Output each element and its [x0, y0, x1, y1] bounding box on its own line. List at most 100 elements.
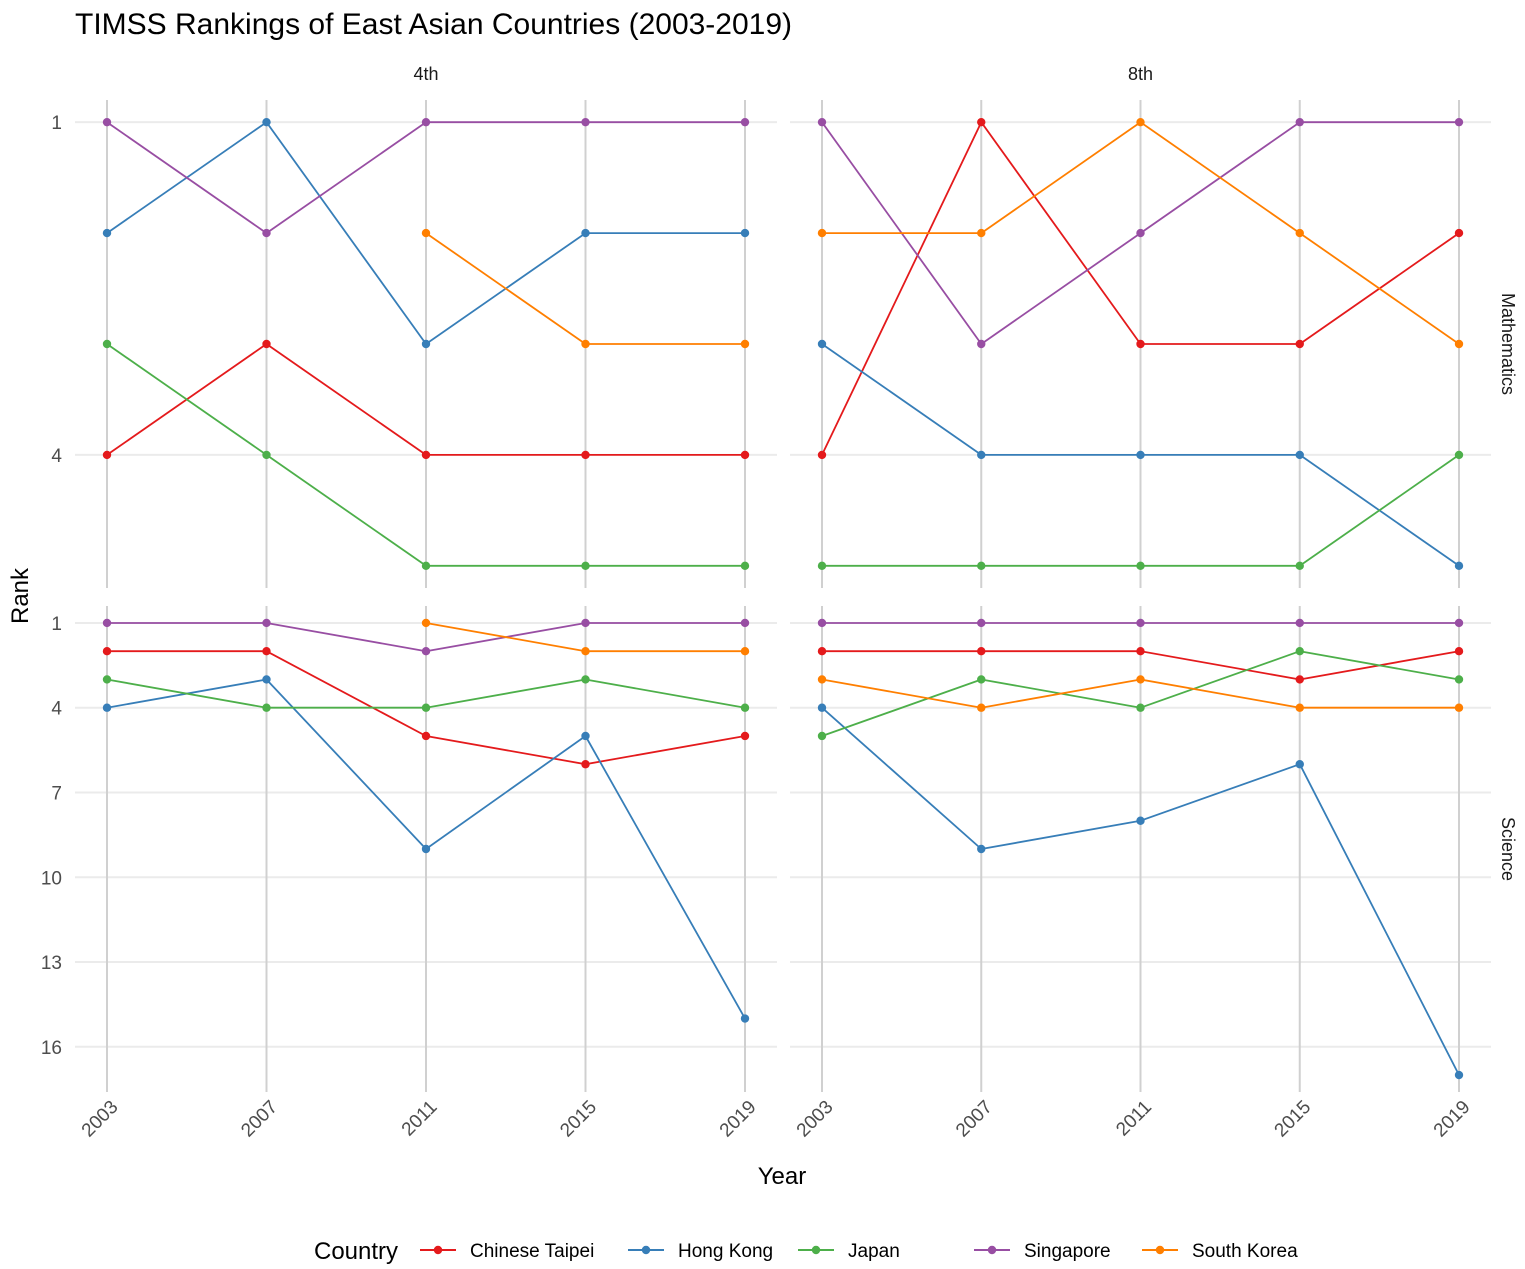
legend-item: Singapore [974, 1241, 1111, 1262]
strip-label-8th: 8th [1128, 64, 1153, 84]
strip-label-mathematics: Mathematics [1498, 293, 1518, 395]
data-point [1136, 339, 1145, 349]
series-group-4th-mathematics [102, 117, 750, 571]
data-point [1295, 339, 1304, 349]
data-point [977, 228, 986, 238]
x-tick-label: 2003 [78, 1097, 123, 1142]
data-point [740, 731, 750, 741]
data-point [740, 703, 750, 712]
data-point [1454, 675, 1464, 684]
data-point [817, 647, 827, 656]
x-tick-label: 2011 [398, 1097, 442, 1141]
data-point [977, 450, 986, 460]
data-point [1454, 618, 1464, 628]
facet-panels: 4th 8th Mathematics Science 1 4 1 4 7 10 13 16 2003 2… [41, 64, 1518, 1141]
strip-label-science: Science [1498, 817, 1518, 881]
data-point [581, 228, 590, 238]
legend-label: Singapore [1024, 1241, 1111, 1262]
data-point [581, 647, 590, 656]
data-point [817, 703, 827, 712]
data-point [1295, 647, 1304, 656]
data-point [262, 450, 271, 460]
x-tick-label: 2007 [952, 1097, 997, 1142]
data-point [421, 618, 431, 628]
data-point [740, 450, 750, 460]
data-point [581, 339, 590, 349]
legend-key-point [641, 1245, 651, 1255]
data-point [421, 731, 431, 741]
data-point [1136, 117, 1145, 127]
data-point [262, 703, 271, 712]
data-point [102, 618, 112, 628]
data-point [1295, 675, 1304, 684]
data-point [740, 1014, 750, 1023]
legend-key-point [433, 1245, 443, 1255]
y-tick-label: 1 [51, 614, 62, 635]
data-point [1454, 561, 1464, 571]
series-group-8th-science [817, 618, 1464, 1080]
data-point [817, 561, 827, 571]
data-point [977, 647, 986, 656]
data-point [421, 844, 431, 854]
data-point [977, 844, 986, 854]
data-point [977, 117, 986, 127]
legend-key-point [987, 1245, 997, 1255]
data-point [1136, 647, 1145, 656]
data-point [262, 228, 271, 238]
data-point [102, 117, 112, 127]
x-tick-label: 2003 [793, 1097, 838, 1142]
data-point [102, 675, 112, 684]
x-tick-label: 2019 [1430, 1097, 1475, 1142]
data-point [102, 450, 112, 460]
data-point [262, 618, 271, 628]
data-point [1295, 760, 1304, 769]
y-tick-label: 16 [41, 1038, 62, 1059]
y-tick-label: 4 [51, 446, 62, 467]
data-point [581, 618, 590, 628]
data-point [817, 117, 827, 127]
data-point [817, 731, 827, 741]
data-point [1454, 339, 1464, 349]
data-point [1454, 117, 1464, 127]
data-point [1136, 561, 1145, 571]
legend-item: Hong Kong [628, 1241, 773, 1262]
data-point [1136, 228, 1145, 238]
legend: Country Chinese Taipei Hong Kong Japan Sing… [314, 1238, 1298, 1265]
data-point [817, 339, 827, 349]
y-axis-title: Rank [7, 567, 34, 624]
data-point [581, 675, 590, 684]
data-point [740, 117, 750, 127]
data-point [1136, 675, 1145, 684]
data-point [262, 339, 271, 349]
data-point [740, 561, 750, 571]
data-point [1136, 618, 1145, 628]
data-point [421, 117, 431, 127]
legend-item: South Korea [1142, 1241, 1298, 1262]
y-tick-label: 7 [51, 783, 62, 804]
data-point [262, 675, 271, 684]
chart-title: TIMSS Rankings of East Asian Countries (… [75, 8, 792, 41]
data-point [421, 450, 431, 460]
data-point [977, 561, 986, 571]
data-point [1454, 228, 1464, 238]
data-point [102, 647, 112, 656]
panel-4th-science [75, 606, 777, 1092]
data-point [581, 117, 590, 127]
y-tick-label: 4 [51, 699, 62, 720]
data-point [977, 703, 986, 712]
data-point [977, 339, 986, 349]
legend-label: Chinese Taipei [470, 1241, 594, 1262]
series-group-4th-science [102, 618, 750, 1023]
data-point [1295, 618, 1304, 628]
x-tick-label: 2007 [237, 1097, 282, 1142]
data-point [1136, 450, 1145, 460]
data-point [817, 618, 827, 628]
data-point [1295, 703, 1304, 712]
data-point [421, 647, 431, 656]
legend-label: Hong Kong [678, 1241, 773, 1262]
data-point [581, 731, 590, 741]
series-group-8th-mathematics [817, 117, 1464, 571]
data-point [1454, 647, 1464, 656]
strip-label-4th: 4th [413, 64, 438, 84]
